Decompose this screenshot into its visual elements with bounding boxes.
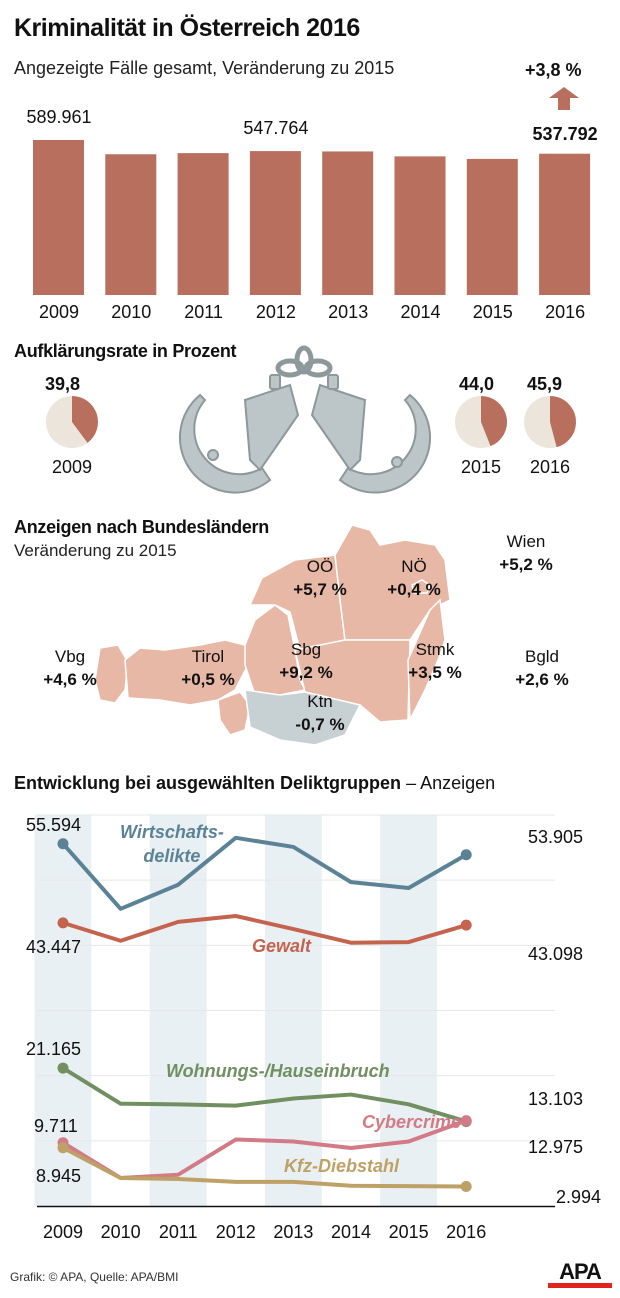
map-label-wien: Wien +5,2 % <box>499 532 553 574</box>
bar-2010 <box>105 154 157 295</box>
map-region-osttirol <box>217 691 251 736</box>
bar-value-2012: 547.764 <box>243 118 309 139</box>
wohnung-end-label: 12.975 <box>528 1137 584 1157</box>
series-point-wirtschaft <box>460 849 472 861</box>
series-point-cyber <box>460 1115 472 1127</box>
gewalt-start-label: 43.447 <box>26 937 82 957</box>
bar-2012 <box>249 151 301 295</box>
map-label-ktn: Ktn -0,7 % <box>295 692 345 734</box>
line-chart-title: Entwicklung bei ausgewählten Deliktgrupp… <box>14 773 496 793</box>
bar-2015 <box>466 158 518 295</box>
wohnung-start-label: 21.165 <box>26 1039 82 1059</box>
x-tick-2015: 2015 <box>388 1222 429 1242</box>
map-subtitle: Veränderung zu 2015 <box>14 541 177 560</box>
map-label-sbg: Sbg +9,2 % <box>279 640 333 682</box>
pie-value-2015: 44,0 <box>459 374 495 394</box>
series-point-kfz <box>460 1180 472 1192</box>
series-line-gewalt <box>62 914 467 945</box>
pie-value-2016: 45,9 <box>527 374 563 394</box>
map-label-ooe: OÖ +5,7 % <box>293 557 347 599</box>
map-region-bgld <box>407 598 446 721</box>
x-tick-2012: 2012 <box>215 1222 256 1242</box>
series-point-kfz <box>57 1142 69 1154</box>
map-region-wien <box>411 579 431 594</box>
map-label-bgld: Bgld +2,6 % <box>515 647 569 689</box>
bar-value-2009: 589.961 <box>26 107 92 127</box>
series-line-kfz <box>62 1145 467 1189</box>
series-point-gewalt <box>460 919 472 931</box>
map-label-noe: NÖ +0,4 % <box>387 557 441 599</box>
pie-year-2016: 2016 <box>529 457 571 477</box>
bar-year-2013: 2013 <box>328 302 369 322</box>
pie-slice-2009 <box>72 396 99 443</box>
arrow-up-icon <box>549 87 579 110</box>
map-region-vbg <box>94 644 129 704</box>
bar-year-2012: 2012 <box>255 302 296 322</box>
cyber-start-label: 9.711 <box>34 1116 78 1136</box>
pie-year-2009: 2009 <box>51 457 93 477</box>
series-point-wirtschaft <box>57 838 69 850</box>
x-tick-2009: 2009 <box>42 1222 84 1242</box>
bar-2013 <box>322 151 374 295</box>
map-label-vbg: Vbg +4,6 % <box>43 647 97 689</box>
series-point-wohnung <box>57 1062 69 1074</box>
pie-slice-2015 <box>481 396 508 447</box>
map-region-sbg <box>244 604 307 696</box>
map-label-stmk: Stmk +3,5 % <box>408 640 462 682</box>
handcuffs-icon <box>178 345 432 494</box>
subtitle: Angezeigte Fälle gesamt, Veränderung zu … <box>14 58 395 78</box>
bar-year-2016: 2016 <box>545 302 586 322</box>
kfz-start-label: 8.945 <box>36 1166 82 1186</box>
bar-value-2016: 537.792 <box>532 123 598 144</box>
cyber-end-label: 13.103 <box>528 1089 584 1109</box>
kfz-end-label: 2.994 <box>556 1187 602 1207</box>
wirtschaft-series-label: Wirtschafts-delikte <box>120 822 224 866</box>
x-tick-2014: 2014 <box>330 1222 372 1242</box>
bar-year-2014: 2014 <box>400 302 441 322</box>
gewalt-end-label: 43.098 <box>528 944 584 964</box>
series-line-wirtschaft <box>61 835 468 911</box>
x-tick-2016: 2016 <box>446 1222 487 1242</box>
pie-year-2015: 2015 <box>460 457 502 477</box>
kfz-series-label: Kfz-Diebstahl <box>284 1156 400 1176</box>
apa-logo: APA <box>548 1259 612 1288</box>
bar-year-2010: 2010 <box>111 302 152 322</box>
page-title: Kriminalität in Österreich 2016 <box>14 14 360 42</box>
change-label: +3,8 % <box>525 60 582 80</box>
map-region-ktn <box>244 689 362 746</box>
bar-2016 <box>539 153 591 295</box>
x-tick-2013: 2013 <box>273 1222 314 1242</box>
apa-logo-text: APA <box>559 1259 602 1284</box>
footer-credit: Grafik: © APA, Quelle: APA/BMI <box>10 1270 179 1284</box>
series-line-wohnung <box>61 1066 467 1124</box>
series-point-gewalt <box>57 917 69 929</box>
pie-value-2009: 39,8 <box>45 374 81 394</box>
wohnung-series-label: Wohnungs-/Hauseinbruch <box>166 1061 390 1081</box>
x-tick-2010: 2010 <box>100 1222 141 1242</box>
bar-2014 <box>394 156 446 295</box>
clearance-title: Aufklärungsrate in Prozent <box>14 341 237 361</box>
bar-year-2015: 2015 <box>472 302 513 322</box>
cyber-series-label: Cybercrime <box>362 1112 462 1132</box>
map-title: Anzeigen nach Bundesländern <box>14 517 269 537</box>
bar-2011 <box>177 153 229 295</box>
bar-2009 <box>33 140 84 295</box>
bar-year-2011: 2011 <box>184 302 223 322</box>
map-label-tirol: Tirol +0,5 % <box>181 647 235 689</box>
apa-logo-bar <box>548 1283 612 1288</box>
wirtschaft-start-label: 55.594 <box>26 815 82 835</box>
pie-slice-2016 <box>550 396 576 448</box>
x-tick-2011: 2011 <box>158 1222 198 1242</box>
wirtschaft-end-label: 53.905 <box>528 827 584 847</box>
gewalt-series-label: Gewalt <box>252 936 312 956</box>
bar-year-2009: 2009 <box>38 302 80 322</box>
